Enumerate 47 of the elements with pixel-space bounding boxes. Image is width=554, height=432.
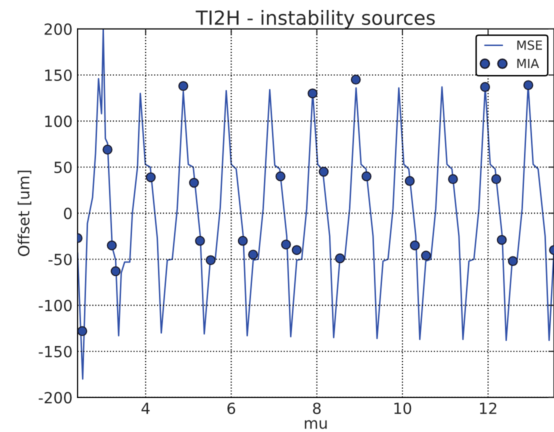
point — [248, 250, 258, 260]
point — [421, 250, 431, 261]
point — [496, 234, 507, 245]
point — [350, 74, 361, 85]
point — [480, 82, 490, 92]
legend-label: MIA — [517, 58, 540, 68]
point — [102, 144, 112, 155]
y-tick-label: 100 — [45, 116, 72, 128]
point — [523, 80, 534, 90]
point — [335, 253, 345, 264]
point — [448, 174, 458, 184]
y-tick-label: -100 — [38, 300, 72, 312]
chart-title: TI2H - instability sources — [196, 10, 435, 29]
point — [404, 176, 415, 186]
point — [106, 240, 117, 250]
y-tick-label: -200 — [38, 392, 72, 404]
x-tick-label: 12 — [480, 402, 496, 414]
point — [238, 236, 248, 246]
point — [110, 266, 121, 276]
point — [178, 81, 188, 92]
x-tick-label: 6 — [227, 402, 236, 414]
y-axis-title: Offset [um] — [18, 170, 32, 256]
x-tick-label: 8 — [313, 402, 321, 414]
point — [276, 171, 286, 182]
point — [410, 240, 420, 250]
point — [146, 172, 156, 182]
y-tick-label: 150 — [45, 69, 72, 82]
legend-label: MSE — [517, 40, 542, 50]
y-tick-label: 0 — [64, 208, 72, 220]
x-tick-label: 4 — [142, 402, 150, 414]
x-axis-title: mu — [304, 420, 327, 429]
y-tick-label: 200 — [44, 23, 72, 35]
point — [491, 174, 502, 184]
point — [281, 240, 291, 250]
point — [308, 88, 318, 98]
x-tick-label: 10 — [394, 402, 412, 414]
y-tick-label: -50 — [48, 254, 72, 266]
point — [318, 166, 329, 177]
y-tick-label: -150 — [38, 346, 72, 358]
point — [508, 256, 518, 266]
y-tick-label: 50 — [54, 162, 72, 174]
point — [362, 171, 372, 182]
point — [195, 236, 205, 246]
point — [78, 326, 88, 336]
point — [189, 178, 199, 188]
point — [292, 245, 302, 255]
point — [206, 255, 216, 266]
